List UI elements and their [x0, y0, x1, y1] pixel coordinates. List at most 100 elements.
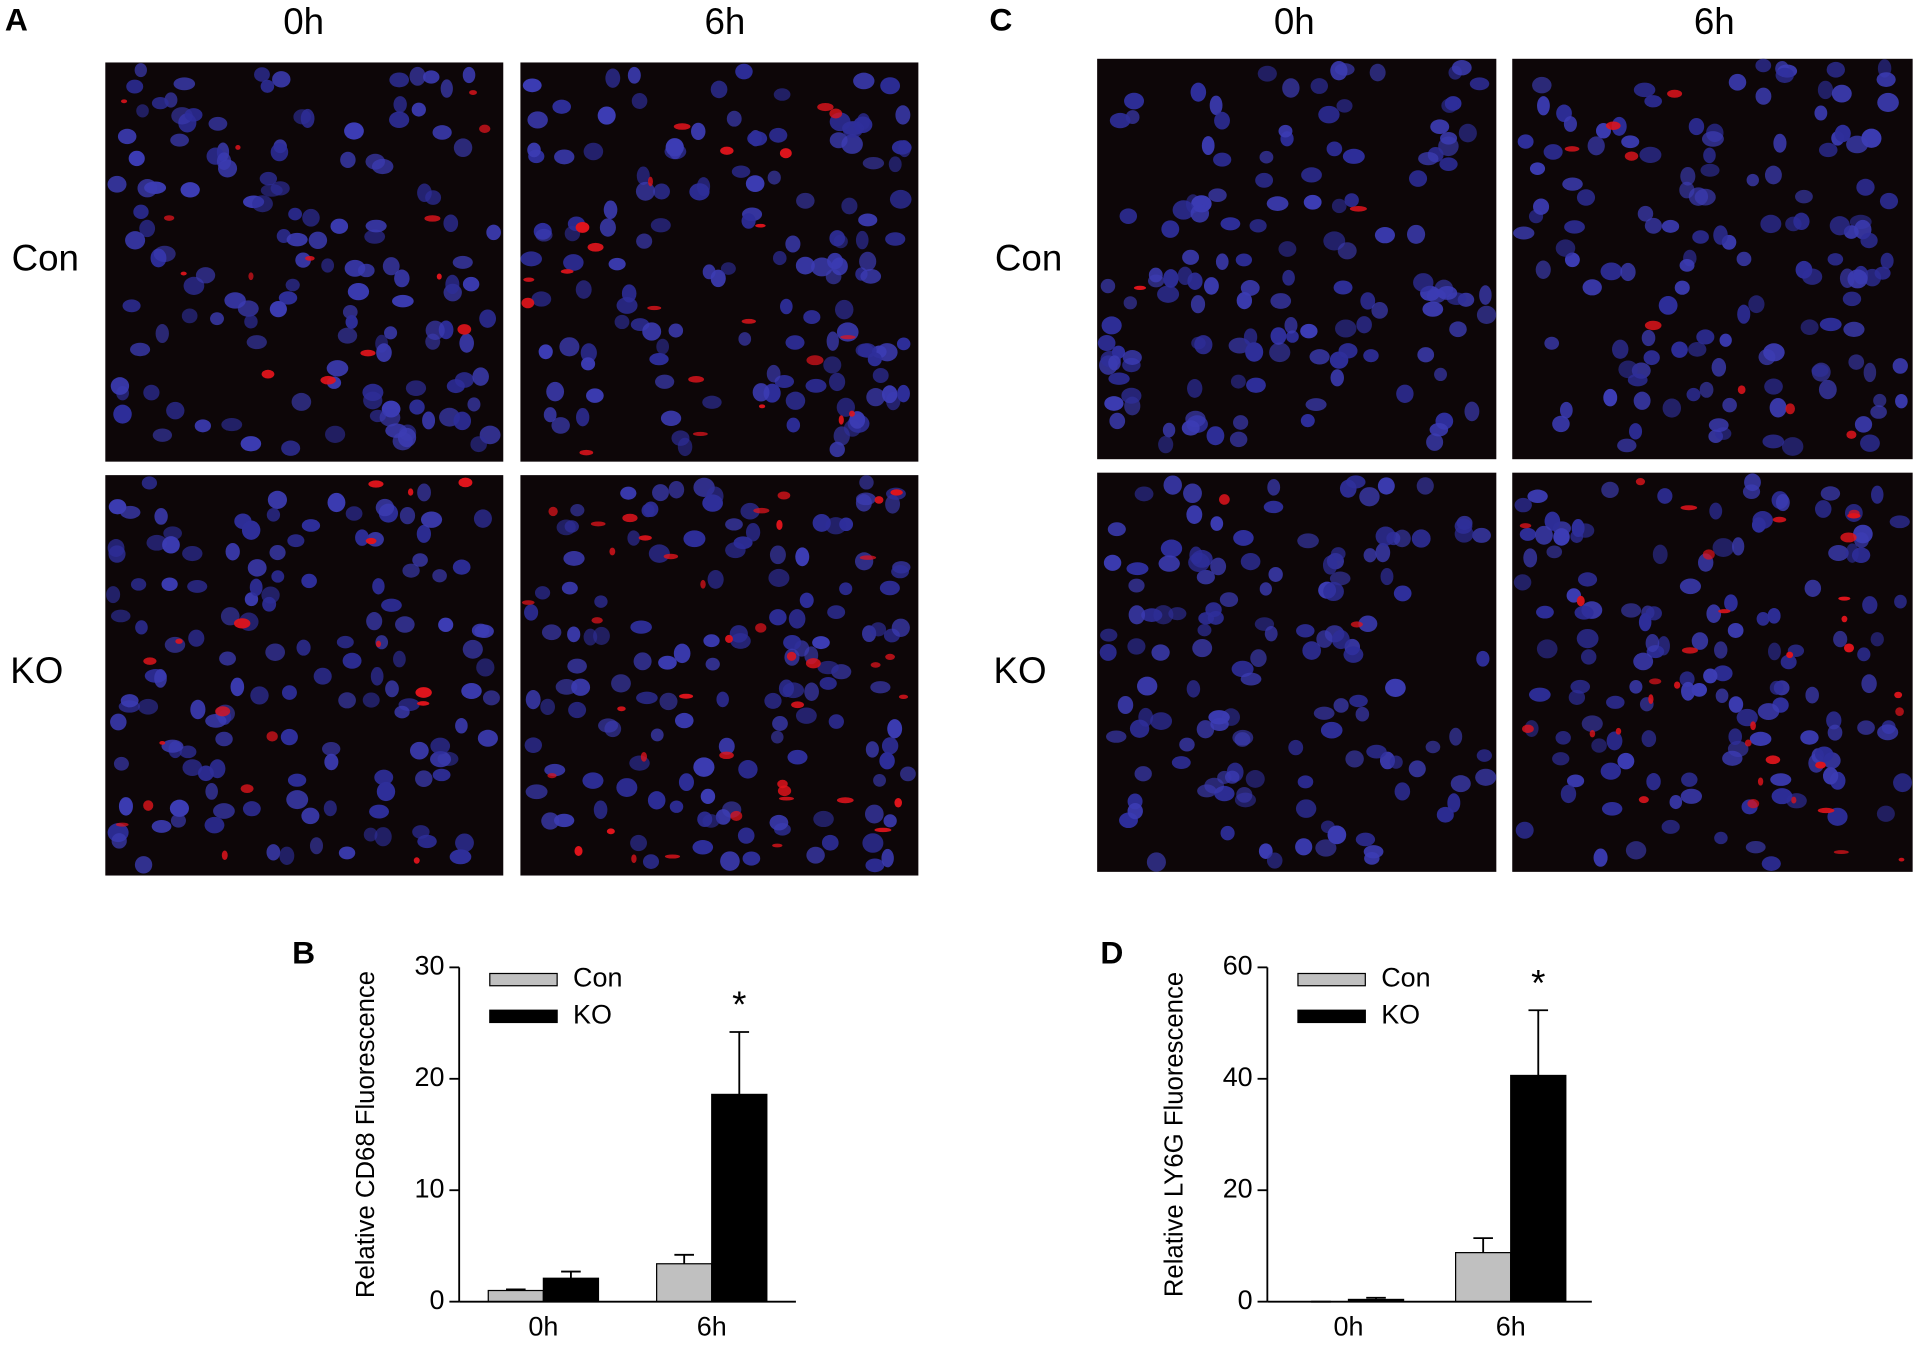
row-label: KO — [993, 650, 1046, 691]
nucleus — [1385, 678, 1406, 697]
nucleus — [1826, 61, 1845, 78]
nucleus — [1681, 681, 1696, 701]
x-tick-label: 0h — [1333, 1312, 1363, 1342]
nucleus — [1124, 92, 1145, 110]
x-tick-label: 0h — [528, 1312, 558, 1342]
stain — [791, 701, 805, 709]
nucleus — [1814, 746, 1834, 763]
stain — [587, 242, 604, 252]
nucleus — [1249, 219, 1267, 233]
nucleus — [772, 251, 787, 266]
stain — [848, 410, 855, 417]
nucleus — [1479, 285, 1492, 305]
nucleus — [764, 692, 782, 709]
stain — [1219, 494, 1230, 505]
nucleus — [376, 781, 396, 802]
nucleus — [1544, 511, 1561, 531]
nucleus — [453, 411, 472, 431]
nucleus — [384, 326, 398, 340]
nucleus — [636, 233, 653, 249]
nucleus — [1637, 205, 1654, 222]
nucleus — [1101, 316, 1122, 335]
stain — [1615, 727, 1622, 735]
nucleus — [194, 419, 212, 433]
nucleus — [1625, 841, 1647, 860]
stain — [741, 318, 756, 324]
nucleus — [1331, 629, 1350, 650]
nucleus — [182, 759, 203, 777]
y-tick-label: 20 — [1223, 1173, 1253, 1203]
nucleus — [266, 844, 281, 861]
nucleus — [689, 183, 710, 201]
nucleus — [716, 691, 729, 708]
nucleus — [1669, 795, 1683, 810]
nucleus — [551, 417, 570, 434]
nucleus — [224, 292, 246, 309]
nucleus — [1187, 379, 1203, 398]
nucleus — [152, 428, 173, 442]
nucleus — [1186, 505, 1203, 524]
nucleus — [395, 616, 415, 633]
nucleus — [110, 377, 130, 395]
stain — [1564, 146, 1580, 152]
stain — [415, 687, 432, 698]
row-label: Con — [995, 238, 1062, 279]
nucleus — [1301, 167, 1322, 183]
nucleus — [417, 183, 432, 203]
stain — [779, 148, 792, 159]
micrograph — [105, 62, 504, 462]
micrograph — [105, 475, 504, 876]
panel-label: D — [1100, 935, 1123, 971]
y-tick-label: 0 — [430, 1285, 445, 1315]
nucleus — [1644, 217, 1663, 234]
bar — [487, 1289, 544, 1303]
nucleus — [221, 418, 243, 432]
nucleus — [266, 507, 281, 522]
stain — [786, 651, 797, 661]
nucleus — [1109, 112, 1131, 129]
stain — [894, 798, 902, 808]
nucleus — [1123, 296, 1137, 310]
nucleus — [417, 834, 437, 849]
stain — [777, 779, 788, 789]
nucleus — [1513, 574, 1532, 591]
nucleus — [865, 858, 885, 873]
nucleus — [593, 626, 610, 645]
panel-label: A — [5, 1, 28, 37]
nucleus — [210, 312, 224, 326]
nucleus — [1369, 63, 1386, 82]
nucleus — [1210, 516, 1224, 531]
stain — [479, 124, 491, 133]
nucleus — [594, 595, 608, 608]
nucleus — [1408, 760, 1426, 778]
stain — [1744, 739, 1752, 747]
nucleus — [1284, 317, 1298, 334]
nucleus — [817, 660, 839, 675]
nucleus — [1374, 226, 1395, 244]
nucleus — [230, 677, 245, 697]
nucleus — [1728, 728, 1743, 746]
nucleus — [1641, 329, 1656, 347]
nucleus — [1514, 497, 1532, 513]
nucleus — [416, 524, 431, 543]
nucleus — [1458, 123, 1477, 143]
nucleus — [382, 257, 400, 276]
nucleus — [630, 834, 648, 852]
nucleus — [1417, 347, 1435, 363]
stain — [719, 751, 734, 760]
nucleus — [665, 138, 684, 157]
nucleus — [405, 380, 427, 397]
nucleus — [881, 848, 894, 868]
nucleus — [154, 508, 168, 525]
nucleus — [389, 72, 410, 88]
nucleus — [1338, 343, 1358, 359]
nucleus — [767, 170, 781, 185]
stain — [1747, 798, 1760, 809]
nucleus — [538, 344, 553, 360]
nucleus — [1413, 273, 1434, 292]
nucleus — [1322, 555, 1338, 575]
nucleus — [1416, 477, 1434, 495]
nucleus — [225, 542, 240, 561]
stain — [753, 507, 770, 514]
nucleus — [430, 737, 451, 755]
